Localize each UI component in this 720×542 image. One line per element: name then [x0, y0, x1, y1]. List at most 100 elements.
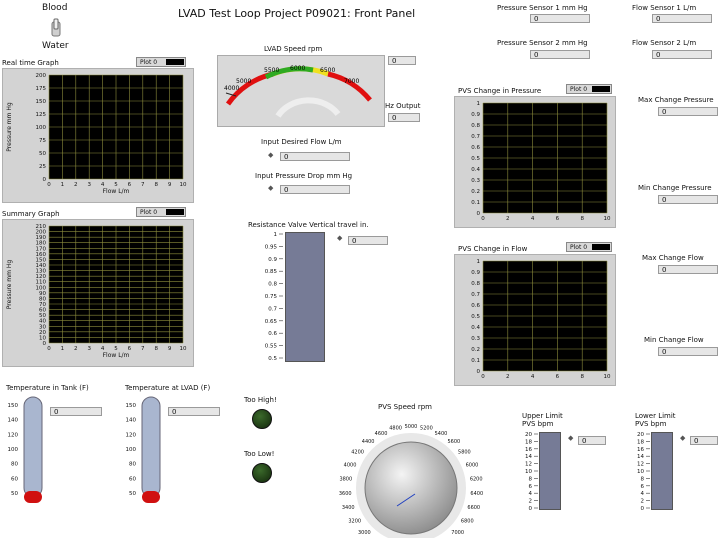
- desired-flow-label: Input Desired Flow L/m: [261, 138, 342, 146]
- page-title: LVAD Test Loop Project P09021: Front Pan…: [178, 7, 416, 20]
- summary-graph-frame: 210 200 190 180 170 160 150 140 130 120 110 100 90 80…: [2, 219, 194, 367]
- thermometer-tick-label: 120: [8, 432, 19, 438]
- pressure-sensor-2-value: 0: [530, 50, 590, 59]
- thermometer-tick-label: 140: [8, 418, 19, 424]
- upper-limit-slider[interactable]: [539, 432, 561, 510]
- x-tick-label: 4: [101, 346, 105, 352]
- flow-sensor-1-value: 0: [652, 14, 712, 23]
- pvs-pressure-graph-frame: 1 0.9 0.8 0.7 0.6 0.5 0.4 0.3 0.2 0.1 0 0 2 4 6 8 10: [454, 96, 616, 228]
- y-tick-label: 100: [36, 125, 47, 131]
- lower-limit-input[interactable]: 0: [690, 436, 718, 445]
- temp-tank-label: Temperature in Tank (F): [6, 384, 89, 392]
- scale-tick-label: 18: [525, 439, 532, 445]
- y-tick-label: 60: [39, 308, 46, 314]
- scale-tick-label: 10: [525, 469, 532, 475]
- resistance-valve-stepper[interactable]: ◆: [337, 234, 343, 242]
- x-tick-label: 8: [580, 374, 584, 380]
- y-tick-label: 1: [477, 259, 481, 265]
- realtime-graph-title: Real time Graph: [2, 59, 59, 67]
- pressure-drop-stepper[interactable]: ◆: [268, 184, 274, 192]
- y-tick-label: 200: [36, 73, 47, 79]
- y-tick-label: 90: [39, 291, 46, 297]
- scale-tick-label: 1: [274, 232, 278, 238]
- scale-tick-label: 8: [641, 476, 645, 482]
- resistance-valve-input[interactable]: 0: [348, 236, 388, 245]
- min-change-flow-label: Min Change Flow: [644, 336, 704, 344]
- knob-tick-label: 3400: [342, 505, 355, 511]
- hz-output-label: Hz Output: [385, 102, 421, 110]
- plot-swatch-icon: [592, 244, 610, 250]
- plot-swatch-icon: [592, 86, 610, 92]
- scale-tick-label: 12: [637, 462, 644, 468]
- y-tick-label: 0.3: [471, 178, 480, 184]
- thermometer-tick-label: 50: [129, 491, 136, 497]
- realtime-graph[interactable]: 200 175 150 125 100 75 50 25 00 1 2 3 4 5 6 7 8 9 10 Flow L…: [3, 69, 193, 202]
- min-change-pressure-label: Min Change Pressure: [638, 184, 712, 192]
- y-tick-label: 10: [39, 335, 46, 341]
- x-tick-label: 4: [531, 374, 535, 380]
- lower-limit-slider[interactable]: [651, 432, 673, 510]
- summary-graph[interactable]: 2102001901801701601501401301201101009080…: [3, 220, 193, 366]
- y-tick-label: 140: [36, 263, 47, 269]
- y-tick-label: 0.1: [471, 358, 480, 364]
- thermometer-tick-label: 120: [126, 432, 137, 438]
- x-tick-label: 5: [114, 182, 118, 188]
- pvs-speed-knob[interactable]: 3000 3200 3400 3600 3800 4000 4200 4400 4600 4800…: [326, 410, 496, 542]
- pressure-drop-input[interactable]: 0: [280, 185, 350, 194]
- y-tick-label: 0.4: [471, 325, 480, 331]
- pvs-pressure-legend[interactable]: Plot 0: [566, 84, 612, 94]
- scale-tick-label: 0.8: [268, 282, 277, 288]
- lower-limit-stepper[interactable]: ◆: [680, 434, 686, 442]
- knob-pointer: [396, 493, 416, 507]
- thermometer-tick-label: 150: [8, 403, 19, 409]
- upper-limit-unit-label: PVS bpm: [522, 420, 554, 428]
- x-tick-label: 6: [556, 374, 560, 380]
- knob-tick-label: 5000: [405, 424, 418, 430]
- knob-tick-label: 3800: [339, 476, 352, 482]
- scale-tick-label: 2: [529, 499, 533, 505]
- knob-tick-label: 6800: [461, 518, 474, 524]
- flow-sensor-2-value: 0: [652, 50, 712, 59]
- thermometer-tick-label: 60: [11, 476, 18, 482]
- pvs-pressure-graph[interactable]: 1 0.9 0.8 0.7 0.6 0.5 0.4 0.3 0.2 0.1 00 2 4 6 8 10: [455, 97, 615, 227]
- knob-tick-label: 4400: [362, 439, 375, 445]
- knob-tick-label: 3000: [358, 530, 371, 536]
- realtime-legend-label: Plot 0: [140, 59, 158, 66]
- desired-flow-input[interactable]: 0: [280, 152, 350, 161]
- realtime-graph-legend[interactable]: Plot 0: [136, 57, 186, 67]
- max-change-pressure-label: Max Change Pressure: [638, 96, 714, 104]
- upper-limit-input[interactable]: 0: [578, 436, 606, 445]
- y-tick-label: 30: [39, 324, 46, 330]
- y-tick-label: 100: [36, 285, 47, 291]
- y-tick-label: 150: [36, 99, 47, 105]
- scale-tick-label: 0.55: [265, 344, 278, 350]
- y-tick-label: 0.1: [471, 200, 480, 206]
- pvs-pressure-legend-label: Plot 0: [570, 86, 588, 93]
- x-tick-label: 4: [531, 216, 535, 222]
- x-axis-label: Flow L/m: [103, 188, 130, 195]
- pvs-flow-graph-title: PVS Change in Flow: [458, 245, 528, 253]
- x-tick-label: 6: [556, 216, 560, 222]
- x-tick-label: 2: [74, 346, 78, 352]
- summary-graph-legend[interactable]: Plot 0: [136, 207, 186, 217]
- y-tick-label: 25: [39, 164, 46, 170]
- y-axis-label: Pressure mm Hg: [6, 102, 13, 152]
- fluid-toggle-switch[interactable]: [50, 18, 62, 38]
- pvs-flow-legend[interactable]: Plot 0: [566, 242, 612, 252]
- temp-tank-value: 0: [50, 407, 102, 416]
- resistance-valve-label: Resistance Valve Vertical travel in.: [248, 221, 369, 229]
- too-high-led: [252, 409, 272, 429]
- resistance-valve-slider[interactable]: [285, 232, 325, 362]
- lvad-gauge-min-label: 4000: [224, 85, 239, 92]
- thermometer-tick-label: 60: [129, 476, 136, 482]
- x-tick-label: 3: [87, 346, 91, 352]
- upper-limit-stepper[interactable]: ◆: [568, 434, 574, 442]
- y-tick-label: 0.9: [471, 270, 480, 276]
- knob-tick-label: 6000: [466, 462, 479, 468]
- knob-tick-label: 6200: [470, 476, 483, 482]
- desired-flow-stepper[interactable]: ◆: [268, 151, 274, 159]
- y-tick-label: 70: [39, 302, 46, 308]
- pvs-flow-graph[interactable]: 1 0.9 0.8 0.7 0.6 0.5 0.4 0.3 0.2 0.1 00 2 4 6 8 10: [455, 255, 615, 385]
- y-tick-label: 0.8: [471, 123, 480, 129]
- lvad-gauge-tick-5500: 5500: [264, 67, 279, 74]
